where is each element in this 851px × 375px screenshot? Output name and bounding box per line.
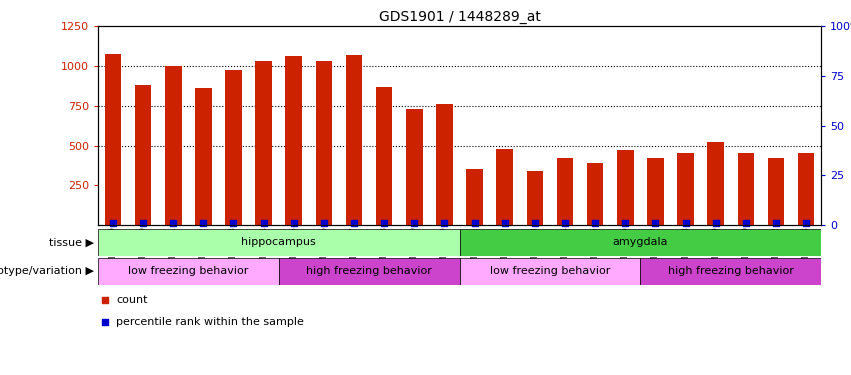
Bar (617, 150, 634, 225)
Bar (346, 55, 363, 225)
Text: high freezing behavior: high freezing behavior (668, 266, 794, 276)
Point (498, 220, 511, 226)
Point (287, 220, 300, 226)
Text: hippocampus: hippocampus (242, 237, 316, 247)
Bar (165, 66, 181, 225)
Point (709, 220, 722, 226)
Bar (527, 171, 543, 225)
Bar (134, 85, 151, 225)
Bar (460, 229, 821, 256)
Point (167, 220, 180, 226)
Bar (466, 170, 483, 225)
Bar (768, 158, 785, 225)
Text: amygdala: amygdala (613, 237, 668, 247)
Point (226, 220, 240, 226)
Text: percentile rank within the sample: percentile rank within the sample (116, 317, 304, 327)
Bar (738, 153, 754, 225)
Bar (98, 229, 460, 256)
Bar (316, 61, 332, 225)
Bar (376, 87, 392, 225)
Point (437, 220, 451, 226)
Point (317, 220, 331, 226)
Text: high freezing behavior: high freezing behavior (306, 266, 432, 276)
Point (518, 206, 532, 212)
Point (136, 220, 150, 226)
Bar (557, 158, 574, 225)
Bar (798, 153, 814, 225)
Bar (640, 258, 821, 285)
Text: count: count (116, 295, 147, 304)
Point (347, 220, 361, 226)
Bar (460, 258, 640, 285)
Bar (587, 163, 603, 225)
Point (769, 220, 783, 226)
Bar (195, 88, 212, 225)
Bar (707, 142, 724, 225)
Text: tissue ▶: tissue ▶ (49, 237, 94, 247)
Point (679, 220, 693, 226)
Bar (98, 258, 278, 285)
Bar (677, 153, 694, 225)
Point (528, 220, 542, 226)
Point (408, 220, 421, 226)
Point (739, 220, 752, 226)
Bar (647, 158, 664, 225)
Bar (406, 109, 423, 225)
Point (558, 220, 572, 226)
Bar (255, 61, 272, 225)
Bar (437, 104, 453, 225)
Bar (105, 54, 121, 225)
Point (799, 220, 813, 226)
Bar (278, 258, 460, 285)
Bar (285, 57, 302, 225)
Point (619, 220, 632, 226)
Text: low freezing behavior: low freezing behavior (129, 266, 248, 276)
Point (106, 220, 120, 226)
Text: low freezing behavior: low freezing behavior (490, 266, 610, 276)
Bar (226, 70, 242, 225)
Title: GDS1901 / 1448289_at: GDS1901 / 1448289_at (379, 10, 540, 24)
Point (377, 220, 391, 226)
Bar (496, 148, 513, 225)
Point (257, 220, 271, 226)
Point (648, 220, 662, 226)
Point (197, 220, 210, 226)
Text: genotype/variation ▶: genotype/variation ▶ (0, 266, 94, 276)
Point (518, 1, 532, 7)
Point (468, 220, 482, 226)
Point (588, 220, 602, 226)
